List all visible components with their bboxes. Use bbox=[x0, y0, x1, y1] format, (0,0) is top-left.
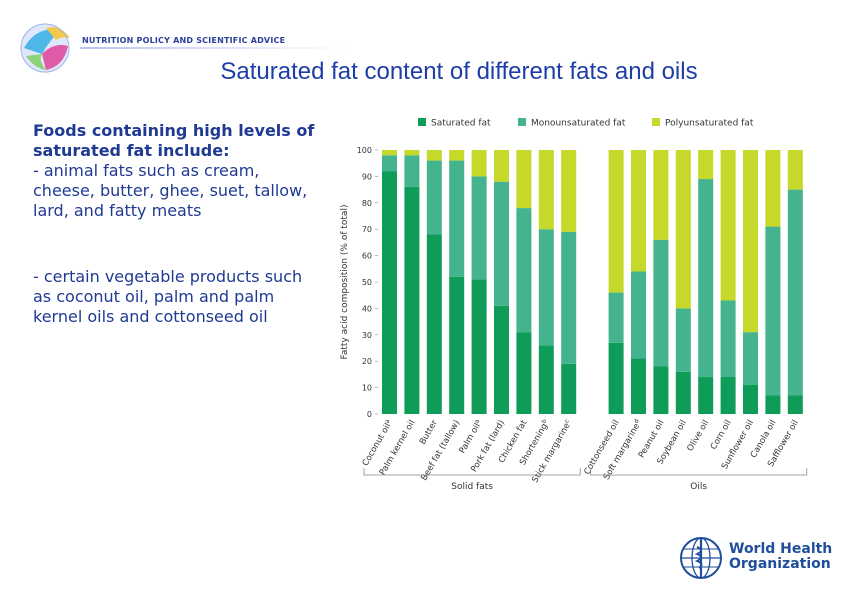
bar-segment bbox=[675, 371, 691, 414]
bar-segment bbox=[765, 226, 781, 396]
y-tick-label: 90 bbox=[362, 172, 372, 181]
legend-label: Saturated fat bbox=[431, 119, 491, 129]
left-text-block: Foods containing high levels of saturate… bbox=[33, 121, 323, 327]
bar-segment bbox=[449, 276, 465, 414]
bar-segment bbox=[675, 150, 691, 309]
bar-segment bbox=[720, 300, 736, 378]
text-bullet-animal-fats: - animal fats such as cream, cheese, but… bbox=[33, 161, 308, 220]
text-bullet-vegetable-products: - certain vegetable products such as coc… bbox=[33, 267, 303, 326]
group-label: Solid fats bbox=[451, 482, 493, 492]
y-axis-label: Fatty acid composition (% of total) bbox=[340, 205, 350, 360]
slide-title: Saturated fat content of different fats … bbox=[220, 58, 698, 85]
bar-segment bbox=[538, 345, 554, 414]
who-line2: Organization bbox=[729, 556, 831, 572]
bar-segment bbox=[382, 150, 397, 156]
bar-segment bbox=[404, 186, 420, 414]
bar-segment bbox=[449, 160, 465, 277]
bar-segment bbox=[743, 150, 758, 333]
bar-segment bbox=[631, 150, 646, 272]
who-emblem-icon bbox=[680, 537, 722, 579]
y-tick-label: 70 bbox=[362, 225, 372, 234]
bar-segment bbox=[516, 150, 532, 209]
text-heading: Foods containing high levels of saturate… bbox=[33, 121, 315, 160]
bar-segment bbox=[404, 155, 420, 187]
bar-segment bbox=[494, 150, 509, 182]
bar-segment bbox=[787, 395, 803, 414]
org-tagline: NUTRITION POLICY AND SCIENTIFIC ADVICE bbox=[82, 36, 286, 45]
y-tick-label: 50 bbox=[362, 278, 372, 287]
bar-segment bbox=[631, 271, 646, 359]
y-tick-label: 40 bbox=[362, 304, 372, 313]
who-wordmark: World Health Organization bbox=[729, 542, 832, 572]
bar-segment bbox=[426, 150, 442, 161]
bar-segment bbox=[653, 239, 669, 367]
y-tick-label: 100 bbox=[357, 146, 372, 155]
bar-segment bbox=[561, 150, 577, 232]
footnote-marker: a bbox=[473, 418, 481, 425]
y-tick-label: 20 bbox=[362, 357, 372, 366]
bar-segment bbox=[471, 150, 487, 177]
legend-label: Monounsaturated fat bbox=[531, 119, 626, 129]
bar-segment bbox=[404, 150, 420, 156]
y-tick-label: 80 bbox=[362, 199, 372, 208]
bar-segment bbox=[765, 395, 781, 414]
bar-segment bbox=[787, 189, 803, 396]
bar-segment bbox=[449, 150, 465, 161]
bar-segment bbox=[538, 229, 554, 346]
x-category-label: Butter bbox=[418, 418, 440, 446]
globe-logo-icon bbox=[20, 23, 70, 73]
bar-segment bbox=[516, 208, 532, 333]
bar-segment bbox=[538, 150, 554, 230]
y-tick-label: 0 bbox=[367, 410, 372, 419]
bar-segment bbox=[675, 308, 691, 372]
bar-segment bbox=[631, 358, 646, 414]
bar-segment bbox=[720, 150, 736, 301]
fat-composition-chart: 0 10 20 30 40 50 60 70 80 90 100 Fatty acid composi… bbox=[340, 118, 808, 492]
bar-segment bbox=[608, 292, 624, 343]
footnote-marker: d bbox=[633, 418, 641, 425]
bar-segment bbox=[561, 231, 577, 364]
who-line1: World Health bbox=[729, 541, 833, 557]
bar-segment bbox=[516, 332, 532, 414]
y-tick-label: 10 bbox=[362, 384, 372, 393]
bar-segment bbox=[743, 332, 758, 385]
header-band: NUTRITION POLICY AND SCIENTIFIC ADVICE bbox=[0, 0, 841, 73]
group-bracket bbox=[363, 468, 581, 476]
bar-segment bbox=[382, 155, 397, 172]
header-divider bbox=[80, 47, 350, 49]
bar-segment bbox=[653, 366, 669, 414]
bar-segment bbox=[608, 150, 624, 293]
bar-segment bbox=[653, 150, 669, 240]
y-tick-label: 30 bbox=[362, 331, 372, 340]
bar-segment bbox=[698, 377, 714, 414]
x-category-label: Corn oil bbox=[709, 419, 734, 452]
legend-label: Polyunsaturated fat bbox=[665, 119, 754, 129]
bar-segment bbox=[426, 234, 442, 414]
bar-segment bbox=[561, 363, 577, 414]
group-bracket bbox=[590, 468, 808, 476]
footnote-marker: b bbox=[540, 418, 548, 425]
bar-segment bbox=[765, 150, 781, 227]
bar-segment bbox=[698, 179, 714, 378]
bar-segment bbox=[471, 279, 487, 414]
legend-swatch bbox=[418, 118, 426, 126]
bar-segment bbox=[720, 377, 736, 414]
x-category-label: Olive oil bbox=[685, 419, 711, 454]
bar-segment bbox=[494, 181, 509, 306]
legend-swatch bbox=[652, 118, 660, 126]
legend-swatch bbox=[518, 118, 526, 126]
group-label: Oils bbox=[690, 482, 707, 492]
footnote-marker: a bbox=[384, 418, 392, 425]
bar-segment bbox=[743, 384, 758, 414]
bar-segment bbox=[382, 171, 397, 414]
bar-segment bbox=[698, 150, 714, 180]
bar-segment bbox=[426, 160, 442, 235]
bar-segment bbox=[494, 305, 509, 414]
bar-segment bbox=[608, 342, 624, 414]
y-tick-label: 60 bbox=[362, 252, 372, 261]
bar-segment bbox=[787, 150, 803, 190]
bar-segment bbox=[471, 176, 487, 280]
footnote-marker: c bbox=[563, 418, 571, 424]
